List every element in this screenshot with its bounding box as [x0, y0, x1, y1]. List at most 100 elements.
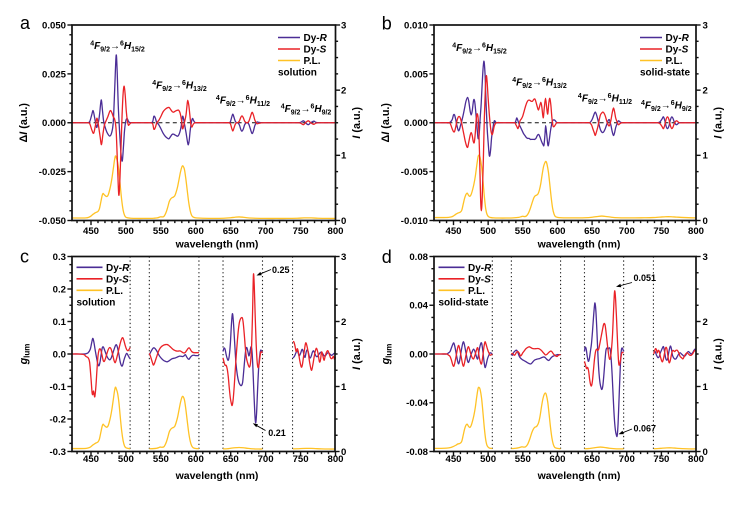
svg-text:Dy-S: Dy-S: [106, 274, 129, 285]
svg-text:glum: glum: [18, 344, 32, 366]
svg-text:-0.08: -0.08: [406, 447, 429, 458]
svg-text:4F9/2→6H9/2: 4F9/2→6H9/2: [281, 104, 332, 117]
svg-text:-0.2: -0.2: [49, 414, 66, 425]
svg-text:4F9/2→6H11/2: 4F9/2→6H11/2: [578, 93, 632, 106]
svg-text:wavelength (nm): wavelength (nm): [175, 238, 259, 250]
svg-text:wavelength (nm): wavelength (nm): [175, 470, 259, 482]
svg-text:450: 450: [445, 226, 461, 237]
svg-text:2: 2: [703, 86, 708, 97]
svg-text:P.L.: P.L.: [106, 286, 123, 297]
svg-text:650: 650: [584, 226, 600, 237]
svg-text:750: 750: [293, 226, 309, 237]
svg-text:-0.04: -0.04: [406, 398, 429, 409]
svg-text:2: 2: [703, 317, 708, 328]
svg-text:Dy-R: Dy-R: [468, 263, 492, 274]
svg-text:500: 500: [480, 454, 496, 465]
svg-text:I (a.u.): I (a.u.): [713, 338, 725, 370]
svg-text:4F9/2→6H13/2: 4F9/2→6H13/2: [152, 80, 207, 93]
svg-text:800: 800: [688, 454, 704, 465]
svg-text:0.025: 0.025: [42, 69, 67, 80]
svg-text:Dy-S: Dy-S: [468, 274, 491, 285]
svg-text:wavelength (nm): wavelength (nm): [537, 238, 621, 250]
svg-text:I (a.u.): I (a.u.): [713, 106, 725, 138]
svg-text:solution: solution: [278, 68, 317, 79]
svg-text:750: 750: [293, 454, 309, 465]
svg-text:750: 750: [653, 226, 669, 237]
svg-text:550: 550: [515, 454, 531, 465]
svg-text:solid-state: solid-state: [640, 68, 690, 79]
svg-text:450: 450: [445, 454, 461, 465]
svg-text:0.051: 0.051: [634, 273, 657, 283]
svg-text:0.25: 0.25: [272, 265, 290, 275]
svg-text:0.000: 0.000: [42, 118, 66, 129]
svg-text:800: 800: [688, 226, 704, 237]
svg-text:b: b: [382, 14, 392, 34]
svg-text:800: 800: [327, 226, 343, 237]
svg-text:-0.010: -0.010: [401, 216, 428, 227]
svg-text:I (a.u.): I (a.u.): [351, 338, 363, 370]
svg-text:1: 1: [341, 151, 347, 162]
svg-text:-0.050: -0.050: [39, 216, 66, 227]
svg-text:Dy-R: Dy-R: [304, 33, 328, 44]
svg-text:0.067: 0.067: [634, 424, 657, 434]
svg-text:700: 700: [258, 454, 274, 465]
svg-text:-0.3: -0.3: [49, 447, 66, 458]
svg-text:0.0: 0.0: [53, 349, 66, 360]
svg-text:P.L.: P.L.: [666, 56, 683, 67]
svg-text:glum: glum: [380, 344, 394, 366]
svg-text:600: 600: [188, 454, 204, 465]
svg-text:0.000: 0.000: [404, 118, 428, 129]
svg-text:1: 1: [341, 382, 347, 393]
svg-text:Dy-S: Dy-S: [666, 45, 689, 56]
svg-text:2: 2: [341, 317, 346, 328]
svg-text:a: a: [20, 13, 31, 33]
svg-text:0: 0: [341, 447, 346, 458]
svg-text:1: 1: [703, 382, 709, 393]
svg-text:4F9/2→6H9/2: 4F9/2→6H9/2: [641, 100, 692, 113]
svg-text:P.L.: P.L.: [304, 56, 321, 67]
svg-text:0.2: 0.2: [53, 284, 66, 295]
svg-text:3: 3: [341, 20, 346, 31]
svg-text:650: 650: [223, 226, 239, 237]
svg-text:3: 3: [341, 252, 346, 263]
svg-text:0: 0: [703, 447, 708, 458]
svg-text:3: 3: [703, 20, 708, 31]
svg-text:750: 750: [653, 454, 669, 465]
svg-text:0.050: 0.050: [42, 20, 66, 31]
svg-text:4F9/2→6H11/2: 4F9/2→6H11/2: [216, 95, 270, 108]
svg-text:450: 450: [83, 226, 99, 237]
svg-text:0.010: 0.010: [404, 20, 428, 31]
svg-text:600: 600: [549, 226, 565, 237]
svg-text:550: 550: [515, 226, 531, 237]
svg-text:700: 700: [258, 226, 274, 237]
svg-text:550: 550: [153, 226, 169, 237]
svg-text:3: 3: [703, 252, 708, 263]
svg-text:500: 500: [118, 226, 134, 237]
svg-text:0.08: 0.08: [409, 252, 428, 263]
svg-text:I (a.u.): I (a.u.): [351, 106, 363, 138]
svg-text:0: 0: [341, 216, 346, 227]
svg-text:4F9/2→6H15/2: 4F9/2→6H15/2: [90, 41, 145, 54]
svg-text:500: 500: [480, 226, 496, 237]
svg-text:600: 600: [188, 226, 204, 237]
svg-text:P.L.: P.L.: [468, 286, 485, 297]
svg-text:ΔI (a.u.): ΔI (a.u.): [18, 103, 30, 143]
svg-text:650: 650: [584, 454, 600, 465]
svg-text:-0.1: -0.1: [49, 382, 66, 393]
svg-text:0.04: 0.04: [409, 301, 428, 312]
svg-text:4F9/2→6H15/2: 4F9/2→6H15/2: [452, 43, 507, 56]
svg-text:0.1: 0.1: [53, 317, 67, 328]
svg-text:0.3: 0.3: [53, 252, 66, 263]
svg-text:700: 700: [619, 226, 635, 237]
svg-text:1: 1: [703, 151, 709, 162]
svg-text:Dy-R: Dy-R: [666, 33, 690, 44]
svg-text:650: 650: [223, 454, 239, 465]
svg-text:Dy-R: Dy-R: [106, 263, 130, 274]
svg-text:d: d: [382, 247, 392, 267]
svg-text:2: 2: [341, 86, 346, 97]
svg-text:wavelength (nm): wavelength (nm): [537, 470, 621, 482]
svg-text:800: 800: [327, 454, 343, 465]
svg-text:0: 0: [703, 216, 708, 227]
svg-text:500: 500: [118, 454, 134, 465]
svg-text:550: 550: [153, 454, 169, 465]
